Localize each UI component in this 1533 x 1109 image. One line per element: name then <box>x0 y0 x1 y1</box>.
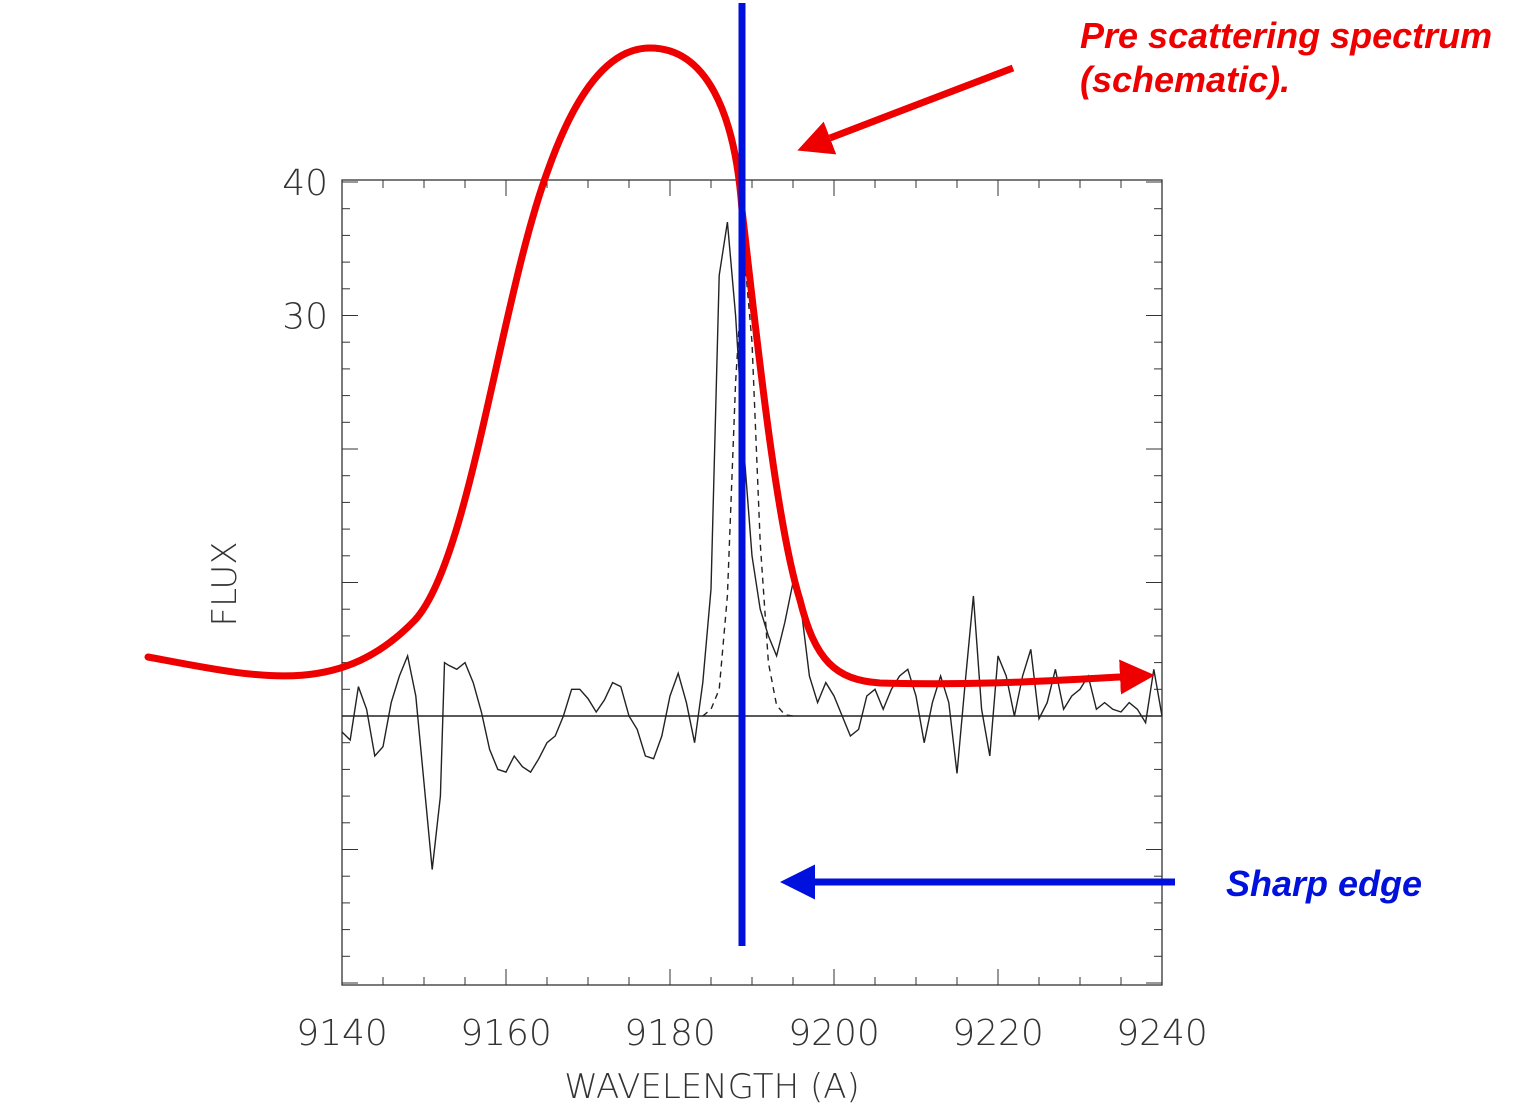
sharp-edge-label: Sharp edge <box>1226 863 1423 904</box>
x-tick-label: 9180 <box>624 1013 716 1054</box>
x-tick-label: 9140 <box>296 1013 388 1054</box>
pre-scattering-line-2: (schematic). <box>1080 59 1291 100</box>
y-tick-label: 40 <box>282 163 328 204</box>
x-axis-label: WAVELENGTH (A) <box>564 1067 860 1107</box>
model-dashed-line <box>702 248 794 717</box>
x-tick-label: 9200 <box>788 1013 880 1054</box>
y-axis-label: FLUX <box>205 542 245 627</box>
x-tick-label: 9240 <box>1116 1013 1208 1054</box>
y-tick-label: 30 <box>282 297 328 338</box>
x-tick-label: 9220 <box>952 1013 1044 1054</box>
pre-scattering-arrow <box>797 64 1015 155</box>
pre-scattering-label: Pre scattering spectrum (schematic). <box>1080 14 1492 102</box>
spectrum-line <box>341 221 1163 870</box>
pre-scattering-line-1: Pre scattering spectrum <box>1080 15 1493 56</box>
x-tick-label: 9160 <box>460 1013 552 1054</box>
pre-scattering-curve <box>144 44 1155 695</box>
